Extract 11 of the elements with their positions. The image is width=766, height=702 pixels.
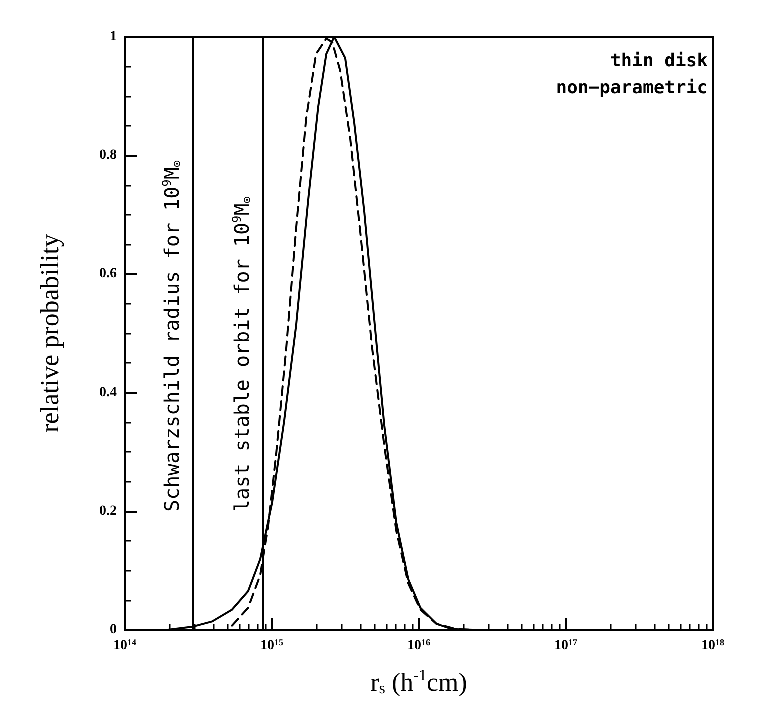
ref-line-label: Schwarzschild radius for 109M⊙ (160, 160, 184, 512)
y-tick-label: 0.6 (100, 266, 117, 282)
y-tick-label: 0.8 (100, 148, 117, 164)
annotation: non−parametric (556, 78, 708, 98)
y-tick-label: 0.4 (100, 385, 117, 400)
y-tick-label: 1 (110, 30, 117, 44)
y-tick-label: 0.2 (100, 504, 117, 519)
ref-line-label: last stable orbit for 109M⊙ (230, 196, 254, 512)
y-tick-label: 0 (110, 622, 117, 638)
y-axis-title: relative probability (36, 234, 64, 433)
annotation: thin disk (610, 50, 708, 72)
